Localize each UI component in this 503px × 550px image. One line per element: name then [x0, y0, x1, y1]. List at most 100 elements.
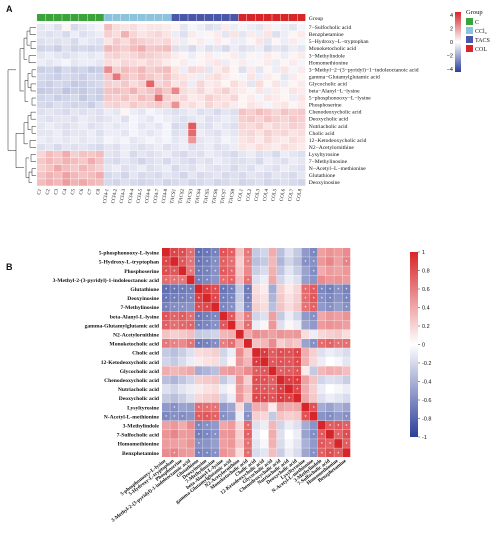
heatmap-a-cell — [87, 80, 96, 88]
heatmap-b-cell — [178, 257, 187, 266]
heatmap-a-cell — [62, 129, 71, 137]
heatmap-a-cell — [213, 179, 222, 186]
heatmap-b-cell — [301, 320, 310, 330]
heatmap-a-cell — [37, 129, 45, 137]
heatmap-b-cell — [227, 311, 236, 321]
heatmap-a-cell — [188, 31, 197, 38]
heatmap-a-cell — [112, 150, 121, 158]
heatmap-b-row-label: Phosphoserine — [124, 269, 159, 275]
heatmap-a-cell — [280, 52, 289, 59]
heatmap-a-column-label: C8 — [96, 188, 102, 195]
heatmap-a-cell — [104, 31, 113, 38]
heatmap-b-cell — [219, 248, 228, 257]
heatmap-b-significance: * — [337, 342, 339, 348]
heatmap-a-cell — [247, 143, 255, 151]
heatmap-b-cell — [203, 248, 211, 257]
heatmap-a-cell — [238, 80, 247, 88]
heatmap-b-cell — [170, 393, 179, 403]
heatmap-a-cell — [37, 143, 45, 151]
heatmap-b-cell — [162, 375, 170, 385]
heatmap-b-cell — [219, 357, 228, 366]
heatmap-a-column-label: TACS1 — [170, 188, 178, 204]
heatmap-b-significance: * — [280, 351, 282, 357]
heatmap-b-cell — [219, 402, 228, 412]
heatmap-b-cell — [326, 339, 334, 348]
group-bar-cell — [205, 14, 213, 21]
heatmap-a-cell — [188, 73, 197, 80]
heatmap-a-cell — [154, 38, 163, 45]
heatmap-b-cell — [211, 420, 220, 430]
heatmap-b-significance: * — [272, 378, 274, 384]
heatmap-a-cell — [104, 108, 113, 116]
heatmap-b-cell — [219, 439, 228, 448]
heatmap-a-cell — [238, 52, 247, 59]
heatmap-b-cell — [301, 329, 310, 339]
heatmap-b-significance: * — [231, 342, 233, 348]
heatmap-b-row-label: 5-Hydroxy-L-tryptophan — [99, 260, 160, 266]
heatmap-b-significance: * — [165, 315, 167, 321]
heatmap-b-cell — [186, 293, 195, 303]
heatmap-a-cell — [272, 87, 281, 95]
heatmap-b-cell — [227, 248, 236, 257]
heatmap-a-cell — [213, 59, 222, 66]
heatmap-b-cell — [276, 357, 285, 366]
heatmap-a-cell — [104, 59, 113, 66]
heatmap-b-significance: * — [346, 424, 348, 430]
heatmap-b-cell — [309, 348, 318, 357]
heatmap-a-cell — [87, 122, 96, 130]
heatmap-a-cell — [79, 157, 87, 165]
heatmap-a-cell — [247, 136, 255, 144]
heatmap-a-cell — [70, 52, 79, 59]
heatmap-b-cell — [186, 393, 195, 403]
heatmap-a-cell — [37, 157, 45, 165]
heatmap-b-cell — [276, 384, 285, 394]
heatmap-b-cell — [317, 411, 326, 421]
heatmap-b-cell — [211, 402, 220, 412]
heatmap-b-cell — [211, 411, 220, 421]
heatmap-a-cell — [37, 31, 45, 38]
heatmap-a-cell — [112, 122, 121, 130]
heatmap-b-significance: * — [214, 433, 216, 439]
heatmap-b-significance: * — [255, 388, 257, 394]
heatmap-a-cell — [221, 66, 230, 73]
heatmap-b-cell — [203, 284, 211, 294]
heatmap-b-cell — [326, 257, 334, 266]
heatmap-a-column-label: COL3 — [254, 188, 261, 202]
heatmap-a-cell — [121, 143, 129, 151]
heatmap-b-significance: * — [288, 397, 290, 403]
heatmap-a-cell — [87, 172, 96, 179]
heatmap-a-cell — [255, 73, 264, 80]
heatmap-a-cell — [79, 94, 87, 102]
heatmap-b-cell — [227, 393, 236, 403]
heatmap-b-cell — [293, 430, 302, 439]
heatmap-b-cell — [252, 348, 261, 357]
heatmap-a-cell — [129, 115, 138, 123]
heatmap-a-cell — [230, 59, 239, 66]
heatmap-a-cell — [297, 66, 306, 73]
heatmap-a-cell — [70, 66, 79, 73]
heatmap-a-cell — [213, 45, 222, 52]
heatmap-a-cell — [247, 115, 255, 123]
heatmap-b-cell — [268, 384, 277, 394]
heatmap-b-row-label: N2-Acetylornithine — [113, 332, 160, 338]
heatmap-b-cell — [260, 266, 269, 275]
heatmap-b-cell — [309, 448, 318, 457]
heatmap-a-cell — [53, 115, 62, 123]
heatmap-a-cell — [70, 73, 79, 80]
heatmap-b-cell — [252, 439, 261, 448]
heatmap-a-column-label: CCl4-2 — [111, 188, 119, 204]
heatmap-b-significance: * — [346, 442, 348, 448]
heatmap-b-cell — [293, 439, 302, 448]
heatmap-b-cell — [211, 430, 220, 439]
heatmap-a-cell — [70, 143, 79, 151]
heatmap-b-cell — [301, 284, 310, 294]
heatmap-a-cell — [221, 115, 230, 123]
heatmap-b-cell — [276, 266, 285, 275]
heatmap-a-cell — [45, 73, 54, 80]
heatmap-b-cell — [301, 420, 310, 430]
heatmap-b-cell — [334, 384, 343, 394]
heatmap-a-cell — [79, 38, 87, 45]
heatmap-b-cell — [334, 293, 343, 303]
heatmap-a-cell — [263, 157, 272, 165]
heatmap-a-cell — [70, 80, 79, 88]
